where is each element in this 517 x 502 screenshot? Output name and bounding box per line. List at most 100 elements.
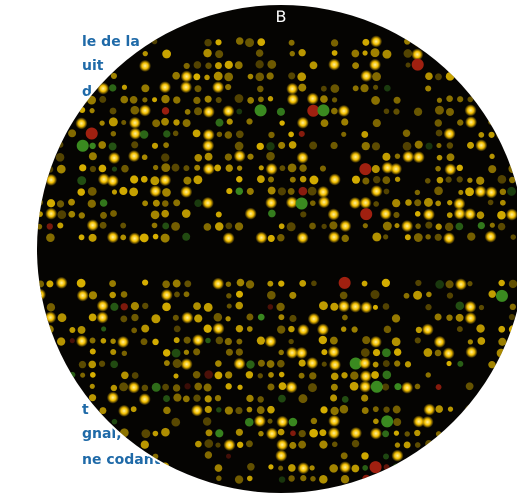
spot [110, 440, 118, 448]
spot [184, 280, 191, 287]
spot [237, 279, 245, 287]
spot [289, 442, 296, 449]
spot [181, 70, 193, 82]
spot [47, 223, 53, 229]
spot [255, 232, 267, 244]
spot [425, 178, 431, 184]
spot [478, 132, 484, 138]
spot [161, 153, 169, 161]
spot [77, 289, 89, 301]
spot [205, 96, 212, 103]
spot [320, 95, 328, 103]
spot [320, 165, 326, 171]
spot [194, 61, 202, 69]
spot [141, 338, 148, 345]
spot [382, 371, 391, 380]
spot [411, 48, 423, 60]
spot [488, 419, 494, 425]
spot [279, 382, 287, 390]
spot [275, 450, 287, 462]
spot [56, 153, 65, 162]
spot [233, 358, 245, 370]
spot [360, 70, 372, 82]
spot [465, 81, 477, 93]
spot [362, 142, 370, 150]
spot [361, 131, 368, 138]
spot [110, 349, 116, 355]
spot [258, 373, 263, 378]
spot [121, 465, 127, 471]
spot [423, 209, 435, 221]
spot [415, 211, 421, 217]
spot [426, 143, 433, 150]
spot [436, 224, 442, 230]
spot [68, 199, 75, 206]
spot [112, 419, 118, 425]
spot [80, 373, 85, 378]
spot [289, 141, 297, 149]
spot [226, 349, 233, 356]
spot [212, 278, 224, 290]
spot [90, 348, 96, 354]
spot [383, 303, 390, 310]
spot [131, 302, 139, 310]
spot [236, 291, 243, 298]
spot [464, 48, 476, 60]
spot [390, 163, 402, 175]
spot [393, 418, 401, 426]
spot [152, 143, 158, 149]
spot [216, 97, 222, 103]
spot [373, 305, 378, 310]
spot [120, 223, 126, 229]
microarray-image: B [0, 0, 517, 502]
spot [435, 200, 441, 206]
spot [217, 132, 222, 137]
spot [257, 38, 265, 46]
spot [369, 59, 381, 71]
spot [205, 153, 213, 161]
spot [477, 453, 483, 459]
spot [498, 338, 506, 346]
spot [288, 464, 296, 472]
spot [194, 199, 202, 207]
spot [139, 60, 151, 72]
spot [236, 429, 243, 436]
spot [193, 73, 200, 80]
spot [98, 427, 110, 439]
spot [466, 382, 474, 390]
spot [383, 234, 388, 239]
spot [447, 292, 453, 298]
spot [151, 314, 160, 323]
spot [162, 280, 170, 288]
spot [485, 231, 497, 243]
spot [129, 188, 138, 197]
spot [57, 165, 66, 174]
spot [373, 201, 379, 207]
spot [464, 439, 476, 451]
spot [266, 152, 275, 161]
spot [111, 385, 117, 391]
spot [159, 81, 171, 93]
spot [57, 222, 63, 228]
spot [350, 151, 362, 163]
spot [321, 349, 327, 355]
spot [279, 120, 284, 125]
spot [57, 200, 64, 207]
spot [205, 63, 211, 69]
spot [489, 96, 494, 101]
spot [223, 439, 235, 451]
spot [455, 223, 463, 231]
spot [227, 304, 232, 309]
spot [117, 336, 129, 348]
spot [276, 416, 288, 428]
spot [342, 315, 348, 321]
spot [277, 108, 285, 116]
spot [141, 176, 148, 183]
spot [68, 38, 74, 44]
spot [150, 176, 159, 185]
spot [46, 84, 53, 91]
spot [339, 461, 351, 473]
spot [204, 384, 212, 392]
spot [509, 361, 517, 369]
spot [235, 407, 242, 414]
